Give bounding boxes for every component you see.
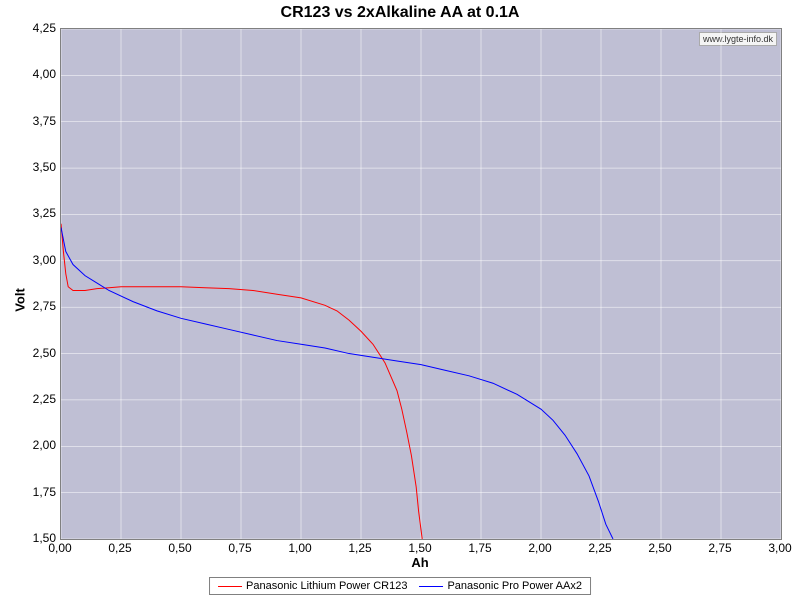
chart-title: CR123 vs 2xAlkaline AA at 0.1A [0, 4, 800, 22]
legend-line-icon [218, 586, 242, 587]
legend: Panasonic Lithium Power CR123 Panasonic … [209, 577, 591, 595]
y-tick-label: 3,75 [33, 114, 56, 128]
legend-label: Panasonic Pro Power AAx2 [447, 580, 582, 592]
x-tick-label: 2,25 [588, 541, 611, 555]
x-tick-label: 0,00 [48, 541, 71, 555]
y-axis-label: Volt [12, 288, 27, 312]
x-tick-label: 2,00 [528, 541, 551, 555]
y-tick-label: 2,25 [33, 392, 56, 406]
x-tick-label: 1,00 [288, 541, 311, 555]
y-tick-label: 1,75 [33, 485, 56, 499]
x-tick-label: 0,50 [168, 541, 191, 555]
y-tick-label: 2,50 [33, 346, 56, 360]
x-tick-label: 1,25 [348, 541, 371, 555]
x-tick-label: 2,75 [708, 541, 731, 555]
x-tick-label: 3,00 [768, 541, 791, 555]
y-tick-label: 3,25 [33, 206, 56, 220]
x-tick-label: 0,25 [108, 541, 131, 555]
legend-item-cr123: Panasonic Lithium Power CR123 [218, 580, 407, 592]
legend-label: Panasonic Lithium Power CR123 [246, 580, 407, 592]
y-tick-label: 2,75 [33, 299, 56, 313]
chart-container: CR123 vs 2xAlkaline AA at 0.1A www.lygte… [0, 0, 800, 600]
legend-item-aax2: Panasonic Pro Power AAx2 [419, 580, 582, 592]
chart-svg [61, 29, 781, 539]
y-tick-label: 3,50 [33, 160, 56, 174]
y-tick-label: 2,00 [33, 438, 56, 452]
y-tick-label: 4,00 [33, 67, 56, 81]
legend-line-icon [419, 586, 443, 587]
y-tick-label: 3,00 [33, 253, 56, 267]
x-tick-label: 0,75 [228, 541, 251, 555]
x-tick-label: 1,50 [408, 541, 431, 555]
y-tick-label: 4,25 [33, 21, 56, 35]
x-axis-label: Ah [60, 555, 780, 570]
x-tick-label: 2,50 [648, 541, 671, 555]
plot-area: www.lygte-info.dk [60, 28, 782, 540]
x-tick-label: 1,75 [468, 541, 491, 555]
